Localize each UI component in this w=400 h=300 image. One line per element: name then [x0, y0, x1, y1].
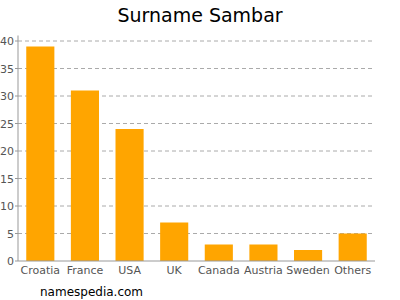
chart: Surname Sambar 0 5 10 15 20 25 30 35 40 Croatia Fra…: [0, 0, 400, 300]
y-tick-label: 25: [0, 118, 14, 131]
source-note: namespedia.com: [40, 285, 143, 299]
y-axis: [18, 36, 19, 262]
x-tick-label: Canada: [198, 264, 240, 277]
y-tick-label: 30: [0, 90, 14, 103]
x-axis: [18, 261, 375, 262]
bar: [26, 47, 54, 262]
bar: [339, 234, 367, 262]
bar: [205, 245, 233, 262]
bar: [294, 250, 322, 261]
y-tick-label: 35: [0, 63, 14, 76]
y-tick-label: 5: [7, 228, 14, 241]
x-tick-label: Croatia: [21, 264, 61, 277]
x-tick-label: France: [67, 264, 104, 277]
x-tick-label: UK: [167, 264, 183, 277]
y-tick-label: 20: [0, 145, 14, 158]
x-tick-label: USA: [118, 264, 141, 277]
grid-line: [18, 41, 375, 42]
x-tick-label: Others: [334, 264, 371, 277]
bar: [71, 91, 99, 262]
y-tick-label: 15: [0, 173, 14, 186]
bars: [26, 47, 366, 262]
y-tick-label: 10: [0, 200, 14, 213]
bar: [116, 129, 144, 261]
bar: [160, 223, 188, 262]
title: Surname Sambar: [117, 4, 282, 26]
bar: [249, 245, 277, 262]
y-tick-label: 40: [0, 35, 14, 48]
x-tick-label: Austria: [244, 264, 283, 277]
x-tick-label: Sweden: [286, 264, 329, 277]
grid-line: [18, 68, 375, 69]
y-tick-label: 0: [7, 255, 14, 268]
